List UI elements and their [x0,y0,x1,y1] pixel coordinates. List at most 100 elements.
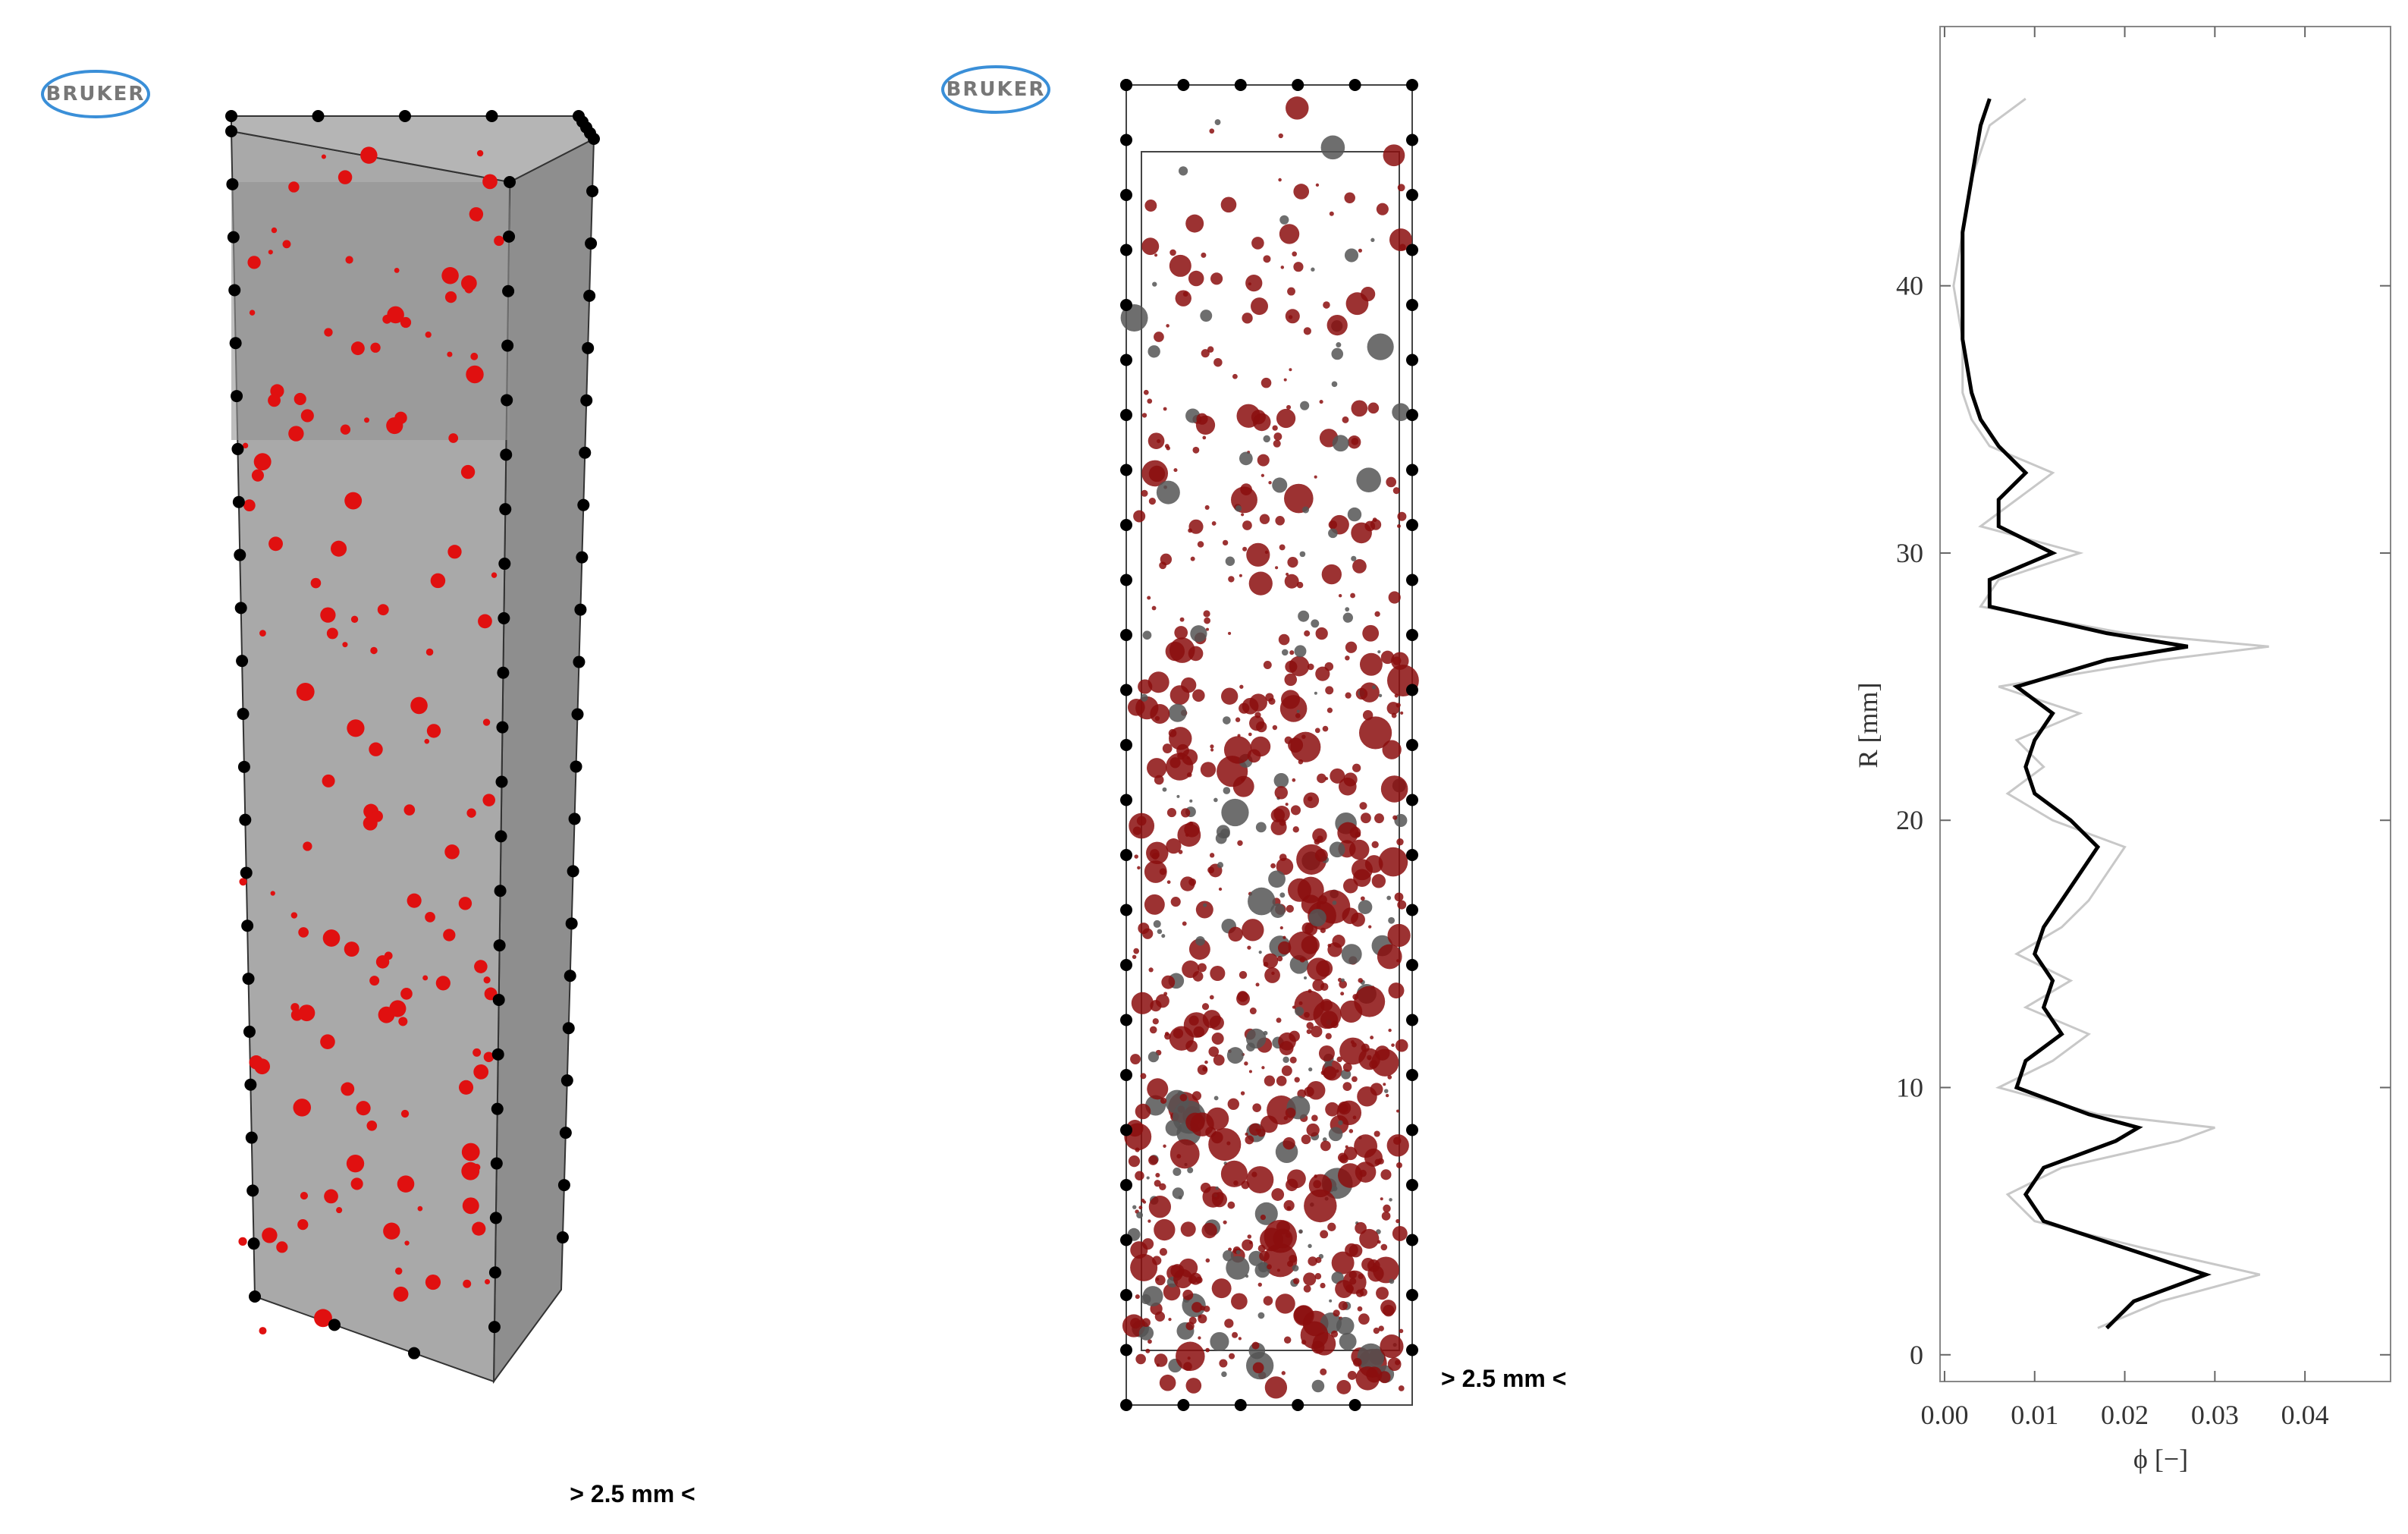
pore [1222,539,1229,546]
edge-dot [1406,1069,1418,1081]
pore [1254,712,1261,718]
pore [1154,253,1158,257]
pore [1331,381,1338,388]
pore [268,250,273,255]
pore [1397,184,1405,192]
pore [1195,936,1205,946]
edge-dot [1120,629,1132,641]
edge-dot [226,178,239,190]
pore [1241,513,1245,517]
pore [1344,192,1355,204]
edge-dot [1120,1014,1132,1026]
pore [1327,1222,1336,1231]
pore [1130,1253,1158,1281]
scale-label: > 2.5 mm < [1441,1365,1566,1392]
pore [1386,895,1392,901]
pore [1187,1356,1191,1360]
edge-dot [225,125,237,137]
edge-dot [571,708,584,721]
pore [1185,1040,1198,1052]
pore [1189,1272,1202,1285]
edge-dot [1120,299,1132,311]
pore [298,1004,316,1022]
edge-dot [576,551,589,564]
pore [1308,1067,1313,1072]
edge-dot [1120,1234,1132,1246]
pore [1302,506,1310,514]
pore [1326,707,1333,713]
pore [1383,1083,1386,1086]
pore [1354,1134,1378,1158]
pore [1293,262,1304,272]
pore [448,433,459,443]
edge-dot [557,1179,570,1192]
pore [1196,413,1208,425]
pore [1251,410,1266,425]
edge-dot [1406,409,1418,421]
x-tick-label: 0.02 [2101,1400,2149,1430]
pore [1178,166,1188,176]
pore [425,1275,441,1290]
x-axis-label: ϕ [−] [2133,1444,2188,1474]
pore [369,976,380,986]
pore [1198,1314,1207,1324]
pore [1276,1220,1290,1234]
pore [1359,802,1367,810]
pore [1308,1256,1317,1266]
edge-dot [1120,794,1132,806]
pore [1311,1379,1325,1393]
pore [1383,144,1405,167]
edge-dot [500,448,513,461]
pore [1378,1325,1384,1331]
pore [494,235,504,247]
pore [1132,954,1137,960]
pore [1163,1283,1181,1301]
pore [1166,808,1177,818]
pore [1129,813,1155,839]
pore [1296,709,1300,713]
pore [1320,135,1345,160]
pore [1336,1380,1352,1394]
edge-dot [225,110,237,122]
pore [1168,703,1187,722]
pore [1147,1219,1151,1223]
pore [1248,1070,1252,1073]
edge-dot [1406,959,1418,971]
pore [282,240,291,249]
left-rendering [225,110,600,1385]
pore [1287,557,1298,568]
pore [1376,1287,1389,1300]
pore [1338,1120,1343,1126]
pore [473,1064,489,1080]
pore [1259,514,1270,524]
pore [294,392,306,406]
pore [1249,1007,1257,1015]
pore [1191,1091,1202,1101]
pore [1374,813,1384,824]
pore [1385,1093,1389,1098]
pore [1274,786,1289,800]
pore [1211,1032,1224,1045]
pore [1319,400,1323,404]
pore [1340,992,1345,996]
pore [1285,309,1300,324]
pore [1159,868,1166,875]
pore [1276,408,1296,429]
pore [478,614,492,629]
pore [1183,1362,1192,1372]
edge-dot [501,339,514,352]
pore [1176,1341,1205,1372]
pore [1165,641,1185,662]
pore [300,409,314,423]
pore [370,342,381,353]
pore [1257,1262,1269,1273]
edge-dot [565,917,578,930]
pore [254,1058,271,1075]
pore [1210,965,1226,982]
edge-dot [1406,1179,1418,1191]
pore [1228,631,1232,635]
pore [1282,1136,1295,1150]
pore [1148,465,1166,483]
pore [1277,941,1292,955]
pore [1315,666,1330,681]
